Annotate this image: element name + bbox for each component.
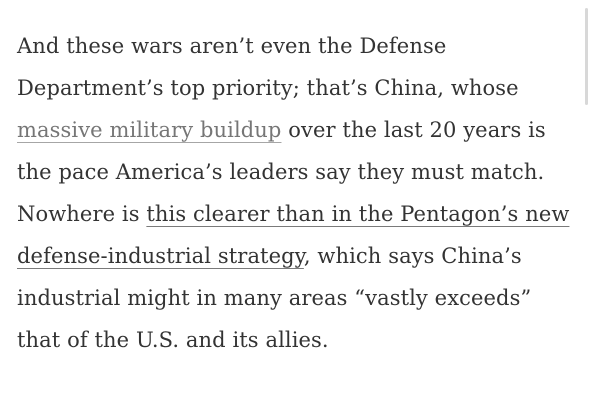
text-line: that of the U.S. and its allies. — [17, 319, 589, 361]
text-segment: And these wars aren’t even the Defense — [17, 34, 447, 58]
text-line: massive military buildup over the last 2… — [17, 109, 589, 151]
text-segment: Nowhere is — [17, 202, 147, 226]
inline-link[interactable]: this clearer than in the Pentagon’s new — [146, 202, 570, 226]
text-segment: industrial might in many areas “vastly e… — [17, 286, 532, 310]
text-line: defense-industrial strategy, which says … — [17, 235, 589, 277]
text-line: Department’s top priority; that’s China,… — [17, 67, 589, 109]
text-segment: that of the U.S. and its allies. — [17, 328, 329, 352]
inline-link[interactable]: defense-industrial strategy — [17, 244, 304, 268]
inline-link[interactable]: massive military buildup — [17, 118, 282, 142]
text-line: the pace America’s leaders say they must… — [17, 151, 589, 193]
text-segment: Department’s top priority; that’s China,… — [17, 76, 519, 100]
text-segment: , which says China’s — [303, 244, 522, 268]
text-line: Nowhere is this clearer than in the Pent… — [17, 193, 589, 235]
text-segment: over the last 20 years is — [281, 118, 546, 142]
text-line: And these wars aren’t even the Defense — [17, 25, 589, 67]
article-paragraph: And these wars aren’t even the Defense De… — [17, 25, 589, 361]
scrollbar-thumb[interactable] — [585, 8, 588, 105]
text-line: industrial might in many areas “vastly e… — [17, 277, 589, 319]
text-segment: the pace America’s leaders say they must… — [17, 160, 545, 184]
